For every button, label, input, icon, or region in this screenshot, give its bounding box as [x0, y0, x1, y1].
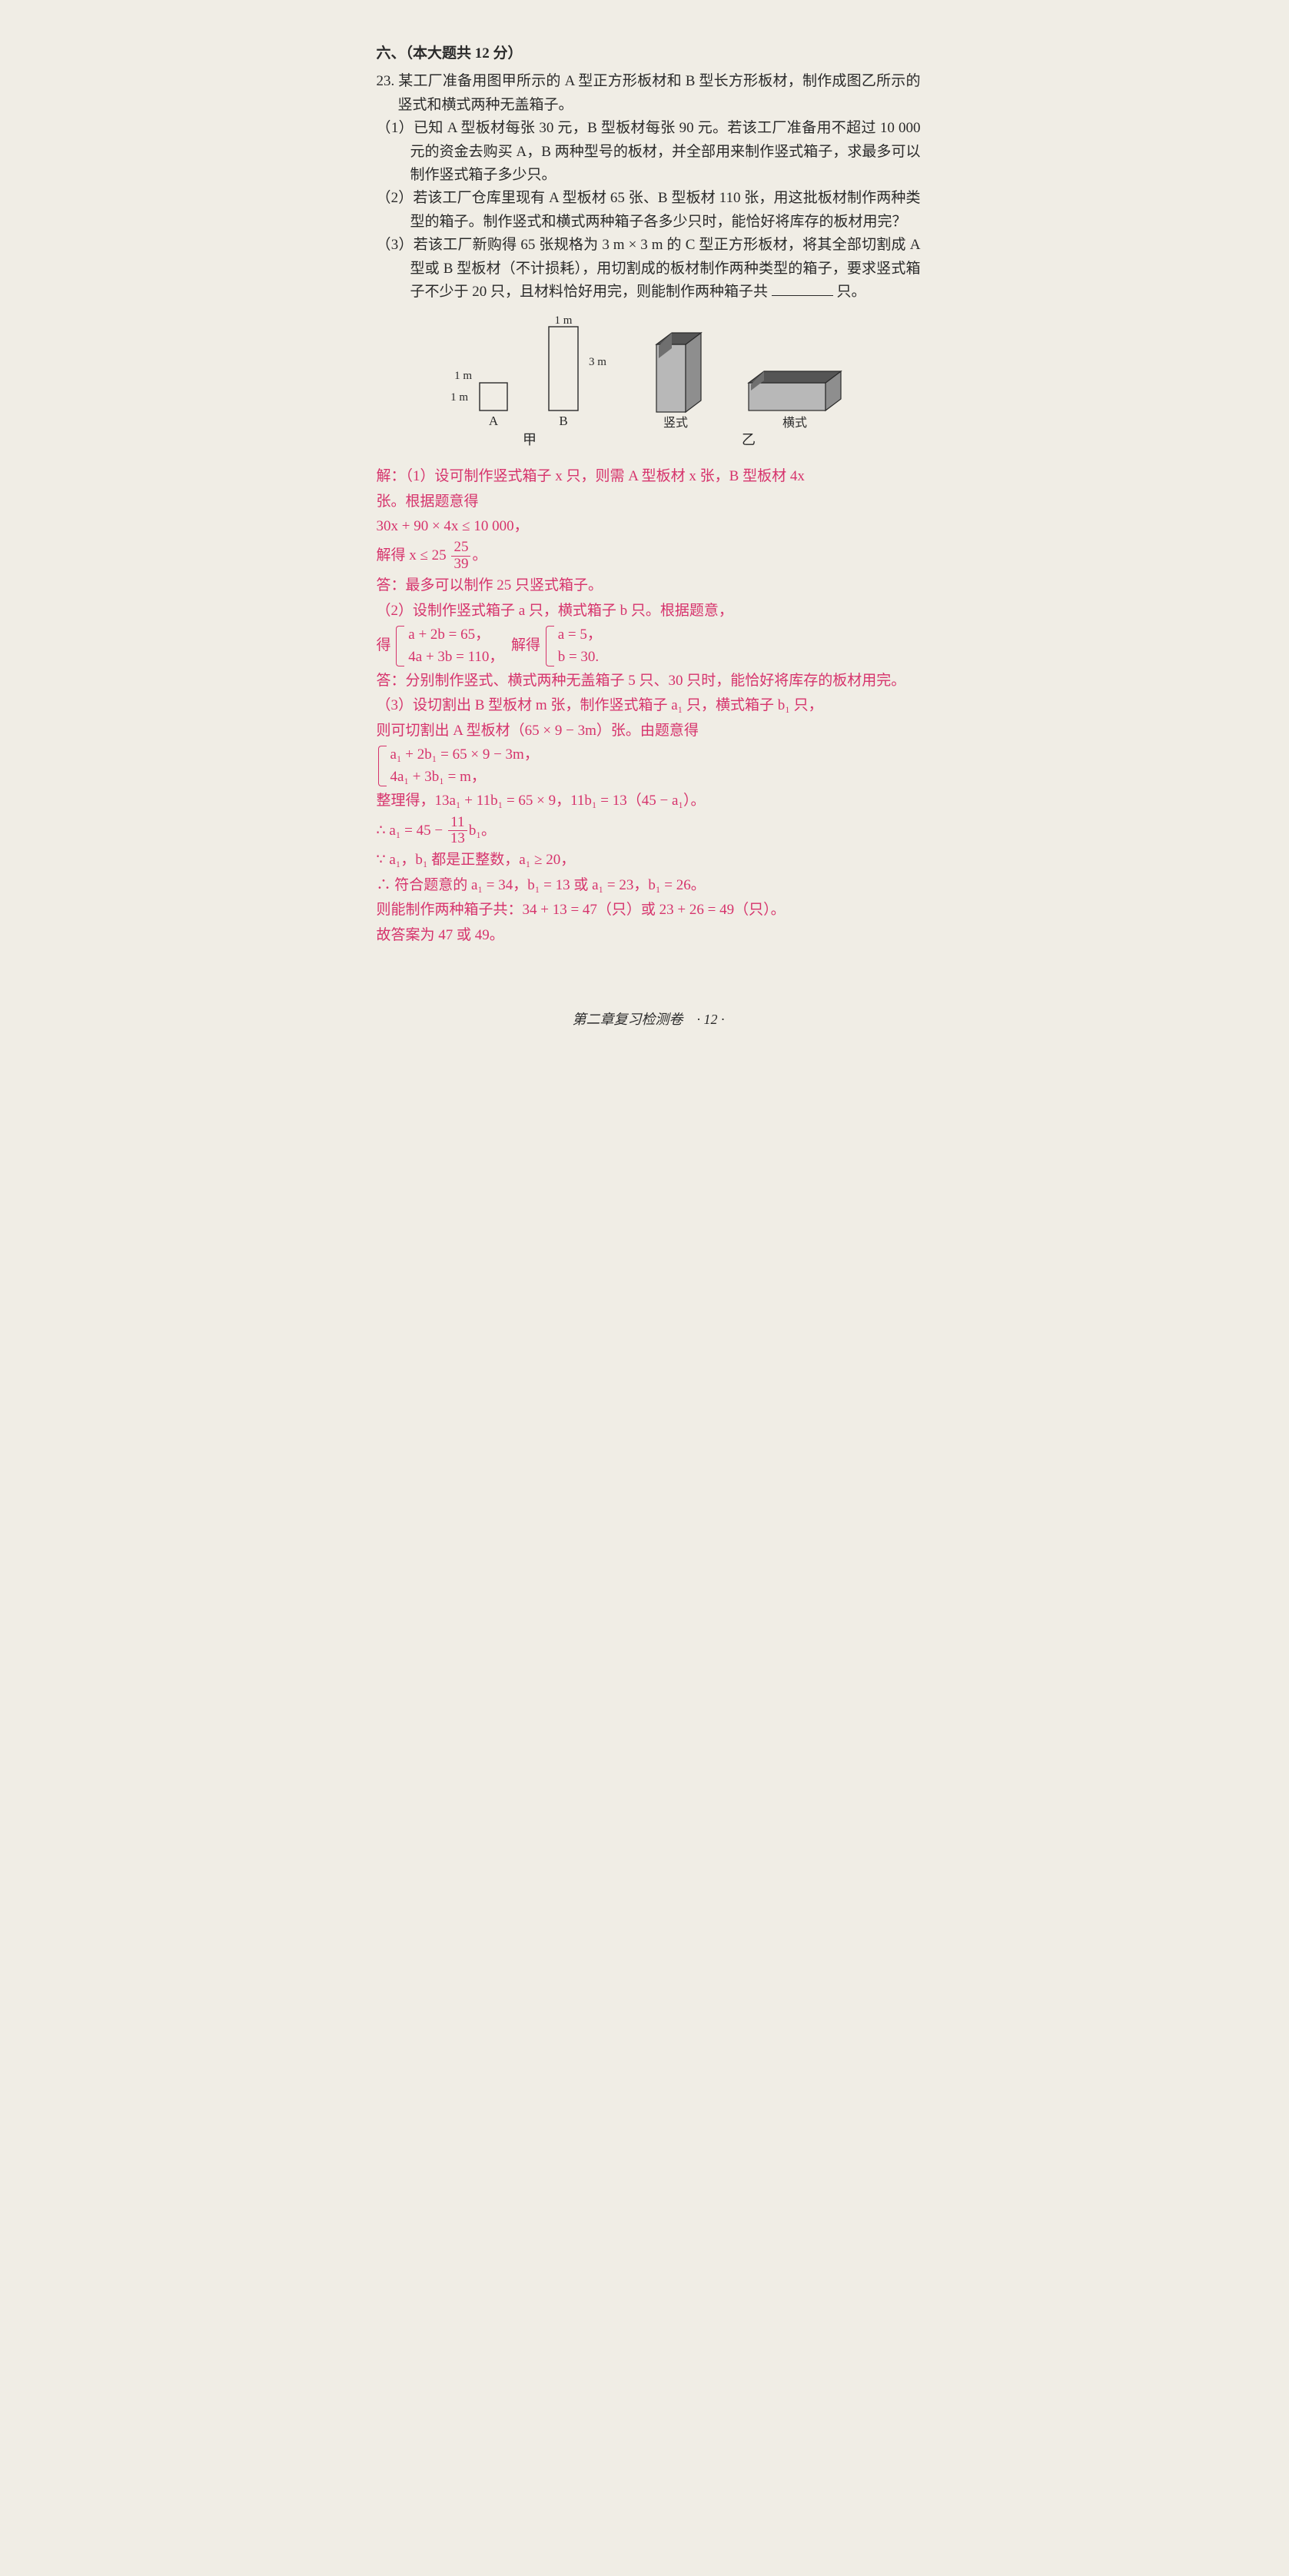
sol-3-total: 则能制作两种箱子共：34 + 13 = 47（只）或 23 + 26 = 49（…	[377, 899, 921, 922]
sub-part-1: （1）已知 A 型板材每张 30 元，B 型板材每张 90 元。若该工厂准备用不…	[410, 117, 921, 187]
eq-system-3: a₁ + 2b₁ = 65 × 9 − 3m， 4a₁ + 3b₁ = m，	[377, 744, 539, 788]
frac2-den: 13	[448, 831, 467, 847]
label-b: B	[559, 414, 567, 428]
box-horizontal: 横式	[749, 371, 841, 430]
b-dim-top: 1 m	[554, 314, 572, 327]
fraction-2: 11 13	[448, 815, 467, 848]
shape-b: 1 m 3 m B	[549, 314, 606, 428]
shape-a: 1 m 1 m A	[450, 370, 507, 428]
eq-sys3-l2: 4a₁ + 3b₁ = m，	[390, 766, 539, 789]
eq-sys2-l2: b = 30.	[558, 646, 602, 669]
sol-1-res-a: 解得 x ≤ 25	[377, 547, 447, 563]
sol-3-system: a₁ + 2b₁ = 65 × 9 − 3m， 4a₁ + 3b₁ = m，	[377, 744, 921, 788]
eq-sys1-l1: a + 2b = 65，	[408, 624, 503, 646]
eq-sys1-l2: 4a + 3b = 110，	[408, 646, 503, 669]
label-horizontal: 横式	[782, 416, 806, 430]
sol-3-final: 故答案为 47 或 49。	[377, 924, 921, 947]
b-dim-side: 3 m	[589, 356, 606, 368]
sol-2-line1: （2）设制作竖式箱子 a 只，横式箱子 b 只。根据题意，	[377, 600, 921, 623]
caption-left: 甲	[523, 432, 537, 447]
sub-part-3: （3）若该工厂新购得 65 张规格为 3 m × 3 m 的 C 型正方形板材，…	[410, 234, 921, 304]
sol-3-line2: 则可切割出 A 型板材（65 × 9 − 3m）张。由题意得	[377, 720, 921, 743]
a-dim-left: 1 m	[450, 391, 468, 404]
sub-part-2: （2）若该工厂仓库里现有 A 型板材 65 张、B 型板材 110 张，用这批板…	[410, 187, 921, 234]
fill-in-blank	[772, 281, 833, 296]
sol-3-therefore: ∴ a₁ = 45 − 11 13 b₁。	[377, 815, 921, 848]
sol-3-since: ∵ a₁，b₁ 都是正整数，a₁ ≥ 20，	[377, 849, 921, 872]
problem-stem-text: 某工厂准备用图甲所示的 A 型正方形板材和 B 型长方形板材，制作成图乙所示的竖…	[398, 73, 921, 112]
sol-2-solve: 解得	[511, 637, 540, 653]
solution: 解：（1）设可制作竖式箱子 x 只，则需 A 型板材 x 张，B 型板材 4x …	[377, 465, 921, 947]
eq-sys3-l1: a₁ + 2b₁ = 65 × 9 − 3m，	[390, 744, 539, 766]
caption-right: 乙	[742, 432, 756, 447]
frac-den: 39	[451, 557, 470, 573]
sol-3-there-a: ∴ a₁ = 45 −	[377, 822, 447, 838]
eq-sys2-l1: a = 5，	[558, 624, 602, 646]
figure-svg: 1 m 1 m A 1 m 3 m B 甲 竖式	[434, 310, 864, 456]
problem-stem: 23. 某工厂准备用图甲所示的 A 型正方形板材和 B 型长方形板材，制作成图乙…	[398, 70, 921, 117]
sol-1-line1: 解：（1）设可制作竖式箱子 x 只，则需 A 型板材 x 张，B 型板材 4x	[377, 465, 921, 488]
page-footer: 第二章复习检测卷 · 12 ·	[377, 1009, 921, 1031]
sol-1-answer: 答：最多可以制作 25 只竖式箱子。	[377, 574, 921, 597]
sol-3-there-b: b₁。	[469, 822, 496, 838]
eq-system-2: a = 5， b = 30.	[544, 624, 602, 668]
box-vertical: 竖式	[656, 333, 701, 430]
part3-text-b: 只。	[837, 284, 866, 300]
sol-1-eq: 30x + 90 × 4x ≤ 10 000，	[377, 515, 921, 538]
frac2-num: 11	[448, 815, 467, 832]
sol-1-period: 。	[472, 547, 487, 563]
sol-2-system-line: 得 a + 2b = 65， 4a + 3b = 110， 解得 a = 5， …	[377, 624, 921, 668]
frac-num: 25	[451, 540, 470, 557]
sol-2-get: 得	[377, 637, 391, 653]
label-vertical: 竖式	[663, 416, 687, 430]
a-dim-top: 1 m	[454, 370, 472, 382]
fraction: 25 39	[451, 540, 470, 573]
sol-3-cases: ∴ 符合题意的 a₁ = 34，b₁ = 13 或 a₁ = 23，b₁ = 2…	[377, 874, 921, 897]
figure-area: 1 m 1 m A 1 m 3 m B 甲 竖式	[377, 310, 921, 456]
sol-1-line2: 张。根据题意得	[377, 490, 921, 514]
sol-3-line1: （3）设切割出 B 型板材 m 张，制作竖式箱子 a₁ 只，横式箱子 b₁ 只，	[377, 694, 921, 717]
sol-3-simplify: 整理得，13a₁ + 11b₁ = 65 × 9，11b₁ = 13（45 − …	[377, 789, 921, 813]
label-a: A	[488, 414, 498, 428]
section-header: 六、（本大题共 12 分）	[377, 42, 921, 65]
sol-1-result: 解得 x ≤ 25 25 39 。	[377, 540, 921, 573]
problem-number: 23.	[377, 73, 395, 89]
sol-2-answer: 答：分别制作竖式、横式两种无盖箱子 5 只、30 只时，能恰好将库存的板材用完。	[377, 670, 921, 693]
eq-system-1: a + 2b = 65， 4a + 3b = 110，	[394, 624, 503, 668]
